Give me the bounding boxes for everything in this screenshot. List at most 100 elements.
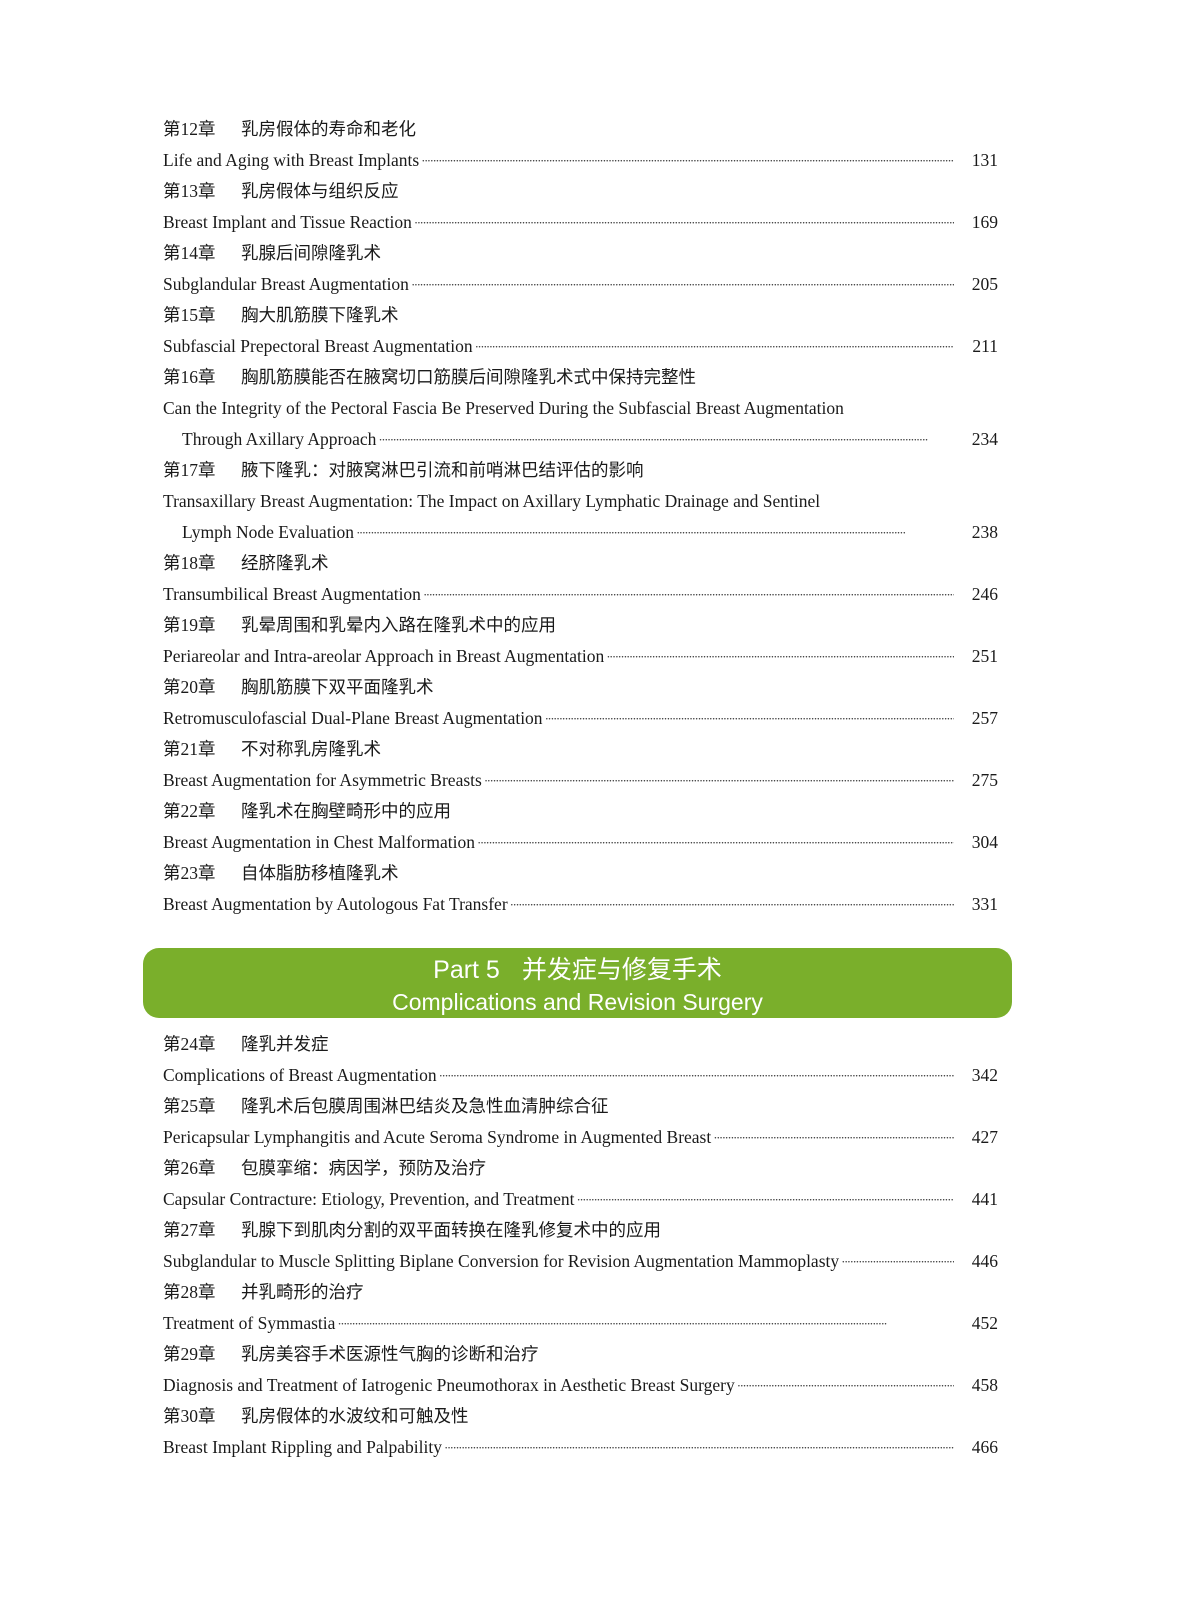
chapter-title-en[interactable]: Pericapsular Lymphangitis and Acute Sero… — [163, 1127, 712, 1147]
chapter-title-en[interactable]: Breast Implant and Tissue Reaction — [163, 212, 412, 232]
chapter-title-cn: 乳房美容手术医源性气胸的诊断和治疗 — [241, 1344, 539, 1364]
toc-entry[interactable]: 第12章 乳房假体的寿命和老化 Life and Aging with Breast… — [163, 114, 998, 176]
chapter-number: 第17章 — [163, 460, 216, 480]
chapter-en-line: Capsular Contracture: Etiology, Preventi… — [163, 1184, 998, 1215]
page-number[interactable]: 205 — [971, 274, 998, 294]
chapter-title-en[interactable]: Transaxillary Breast Augmentation: The I… — [163, 491, 821, 511]
toc-entry[interactable]: 第21章 不对称乳房隆乳术 Breast Augmentation for Asym… — [163, 734, 998, 796]
chapter-title-en[interactable]: Retromusculofascial Dual-Plane Breast Au… — [163, 708, 543, 728]
chapter-en-line: Transumbilical Breast Augmentation 246 — [163, 579, 998, 610]
chapter-title-en[interactable]: Diagnosis and Treatment of Iatrogenic Pn… — [163, 1375, 735, 1395]
chapter-title-en[interactable]: Transumbilical Breast Augmentation — [163, 584, 421, 604]
chapter-title-en[interactable]: Complications of Breast Augmentation — [163, 1065, 437, 1085]
toc-entry[interactable]: 第28章 并乳畸形的治疗 Treatment of Symmastia 452 — [163, 1277, 998, 1339]
page-number[interactable]: 257 — [971, 708, 998, 728]
toc-entry[interactable]: 第15章 胸大肌筋膜下隆乳术 Subfascial Prepectoral Brea… — [163, 300, 998, 362]
chapter-en-line: Through Axillary Approach 234 — [163, 424, 998, 455]
chapter-title-en[interactable]: Capsular Contracture: Etiology, Preventi… — [163, 1189, 575, 1209]
page-number[interactable]: 466 — [971, 1437, 998, 1457]
chapter-title-cn: 并乳畸形的治疗 — [241, 1282, 364, 1302]
chapter-title-en[interactable]: Breast Augmentation in Chest Malformatio… — [163, 832, 476, 852]
chapter-cn-line: 第24章 隆乳并发症 — [163, 1029, 998, 1060]
chapter-en-line: Retromusculofascial Dual-Plane Breast Au… — [163, 703, 998, 734]
chapter-title-en[interactable]: Subglandular Breast Augmentation — [163, 274, 409, 294]
page-number[interactable]: 458 — [971, 1375, 998, 1395]
page-number[interactable]: 452 — [971, 1313, 998, 1333]
page-number[interactable]: 304 — [971, 832, 998, 852]
toc-entry[interactable]: 第19章 乳晕周围和乳晕内入路在隆乳术中的应用 Periareolar and In… — [163, 610, 998, 672]
chapter-cn-line: 第13章 乳房假体与组织反应 — [163, 176, 998, 207]
chapter-number: 第26章 — [163, 1158, 216, 1178]
toc-entry[interactable]: 第13章 乳房假体与组织反应 Breast Implant and Tissue R… — [163, 176, 998, 238]
dot-leader — [423, 579, 954, 610]
page-number[interactable]: 246 — [971, 584, 998, 604]
page-number[interactable]: 234 — [971, 429, 998, 449]
chapter-number: 第25章 — [163, 1096, 216, 1116]
toc-entry[interactable]: 第26章 包膜挛缩：病因学，预防及治疗 Capsular Contracture: … — [163, 1153, 998, 1215]
chapter-title-cn: 胸肌筋膜能否在腋窝切口筋膜后间隙隆乳术式中保持完整性 — [241, 367, 696, 387]
chapter-en-line: Complications of Breast Augmentation 342 — [163, 1060, 998, 1091]
page-number[interactable]: 238 — [971, 522, 998, 542]
chapter-number: 第27章 — [163, 1220, 216, 1240]
chapter-en-line: Subglandular Breast Augmentation 205 — [163, 269, 998, 300]
chapter-title-en[interactable]: Can the Integrity of the Pectoral Fascia… — [163, 398, 844, 418]
toc-entry[interactable]: 第20章 胸肌筋膜下双平面隆乳术 Retromusculofascial Dual-… — [163, 672, 998, 734]
chapter-title-cn: 乳房假体与组织反应 — [241, 181, 399, 201]
chapter-title-en[interactable]: Subfascial Prepectoral Breast Augmentati… — [163, 336, 473, 356]
chapter-en-line: Transaxillary Breast Augmentation: The I… — [163, 486, 998, 517]
chapter-title-en[interactable]: Life and Aging with Breast Implants — [163, 150, 420, 170]
page-number[interactable]: 342 — [971, 1065, 998, 1085]
dot-leader — [475, 331, 954, 362]
page-number[interactable]: 275 — [971, 770, 998, 790]
chapter-title-en[interactable]: Treatment of Symmastia — [163, 1313, 336, 1333]
page-number[interactable]: 331 — [971, 894, 998, 914]
page-number[interactable]: 441 — [971, 1189, 998, 1209]
chapter-cn-line: 第29章 乳房美容手术医源性气胸的诊断和治疗 — [163, 1339, 998, 1370]
chapter-number: 第20章 — [163, 677, 216, 697]
dot-leader — [737, 1370, 954, 1401]
chapter-cn-line: 第19章 乳晕周围和乳晕内入路在隆乳术中的应用 — [163, 610, 998, 641]
dot-leader — [414, 207, 954, 238]
toc-entry[interactable]: 第14章 乳腺后间隙隆乳术 Subglandular Breast Augmenta… — [163, 238, 998, 300]
chapter-title-en[interactable]: Breast Implant Rippling and Palpability — [163, 1437, 442, 1457]
chapter-title-en[interactable]: Breast Augmentation for Asymmetric Breas… — [163, 770, 482, 790]
toc-entry[interactable]: 第24章 隆乳并发症 Complications of Breast Augment… — [163, 1029, 998, 1091]
page-number[interactable]: 446 — [971, 1251, 998, 1271]
toc-entry[interactable]: 第22章 隆乳术在胸壁畸形中的应用 Breast Augmentation in C… — [163, 796, 998, 858]
chapter-cn-line: 第14章 乳腺后间隙隆乳术 — [163, 238, 998, 269]
chapter-title-cn: 腋下隆乳：对腋窝淋巴引流和前哨淋巴结评估的影响 — [241, 460, 644, 480]
chapter-title-en[interactable]: Periareolar and Intra-areolar Approach i… — [163, 646, 605, 666]
chapter-title-cn: 胸肌筋膜下双平面隆乳术 — [241, 677, 434, 697]
chapter-title-en[interactable]: Lymph Node Evaluation — [182, 522, 355, 542]
dot-leader — [356, 517, 954, 548]
chapter-title-en[interactable]: Breast Augmentation by Autologous Fat Tr… — [163, 894, 508, 914]
part-title-cn: 并发症与修复手术 — [521, 956, 722, 984]
toc-entry[interactable]: 第23章 自体脂肪移植隆乳术 Breast Augmentation by Auto… — [163, 858, 998, 920]
chapter-en-line: Subfascial Prepectoral Breast Augmentati… — [163, 331, 998, 362]
toc-entry[interactable]: 第25章 隆乳术后包膜周围淋巴结炎及急性血清肿综合征 Pericapsular Ly… — [163, 1091, 998, 1153]
toc-entry[interactable]: 第18章 经脐隆乳术 Transumbilical Breast Augmentat… — [163, 548, 998, 610]
chapter-cn-line: 第18章 经脐隆乳术 — [163, 548, 998, 579]
chapter-number: 第18章 — [163, 553, 216, 573]
page-number[interactable]: 169 — [971, 212, 998, 232]
dot-leader — [337, 1308, 954, 1339]
dot-leader — [841, 1246, 954, 1277]
chapter-number: 第22章 — [163, 801, 216, 821]
page-number[interactable]: 251 — [971, 646, 998, 666]
chapter-title-cn: 不对称乳房隆乳术 — [241, 739, 381, 759]
chapter-title-cn: 乳腺下到肌肉分割的双平面转换在隆乳修复术中的应用 — [241, 1220, 661, 1240]
chapter-en-line: Breast Implant Rippling and Palpability 4… — [163, 1432, 998, 1463]
page-number[interactable]: 131 — [971, 150, 998, 170]
toc-entry[interactable]: 第17章 腋下隆乳：对腋窝淋巴引流和前哨淋巴结评估的影响 Transaxillary… — [163, 455, 998, 548]
toc-entry[interactable]: 第16章 胸肌筋膜能否在腋窝切口筋膜后间隙隆乳术式中保持完整性 Can the In… — [163, 362, 998, 455]
toc-entry[interactable]: 第29章 乳房美容手术医源性气胸的诊断和治疗 Diagnosis and Treat… — [163, 1339, 998, 1401]
chapter-number: 第30章 — [163, 1406, 216, 1426]
chapter-title-en[interactable]: Through Axillary Approach — [182, 429, 377, 449]
chapter-en-line: Treatment of Symmastia 452 — [163, 1308, 998, 1339]
chapter-title-en[interactable]: Subglandular to Muscle Splitting Biplane… — [163, 1251, 840, 1271]
toc-entry[interactable]: 第30章 乳房假体的水波纹和可触及性 Breast Implant Rippling… — [163, 1401, 998, 1463]
page-number[interactable]: 427 — [971, 1127, 998, 1147]
toc-entry[interactable]: 第27章 乳腺下到肌肉分割的双平面转换在隆乳修复术中的应用 Subglandular… — [163, 1215, 998, 1277]
page-number[interactable]: 211 — [972, 336, 998, 356]
